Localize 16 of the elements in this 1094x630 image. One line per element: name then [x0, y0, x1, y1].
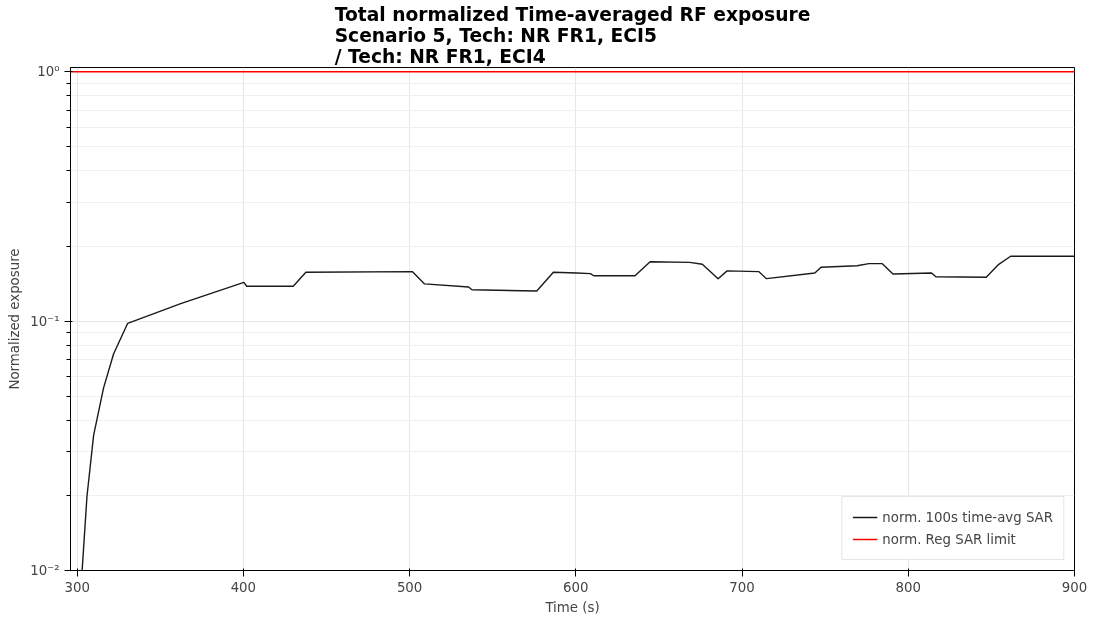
x-axis-title: Time (s): [544, 599, 600, 615]
line-series: [81, 255, 1075, 571]
x-tick-label: 600: [563, 579, 589, 595]
x-tick-label: 700: [729, 579, 755, 595]
chart-title: Total normalized Time-averaged RF exposure Scenario 5, Tech: NR FR1, ECI5 / Tech: NR FR1, ECI4: [334, 3, 811, 67]
x-tick-label: 400: [230, 579, 257, 595]
y-axis-title: Normalized exposure: [7, 248, 23, 390]
x-tick-label: 900: [1061, 579, 1088, 595]
x-tick-label: 800: [895, 579, 922, 595]
legend-label: norm. 100s time-avg SAR: [882, 509, 1053, 525]
y-tick-label: 10⁻²: [30, 563, 60, 578]
y-tick-label: 10⁰: [37, 64, 60, 80]
y-tick-label: 10⁻¹: [30, 313, 60, 329]
x-tick-label: 500: [396, 579, 423, 595]
x-tick-label: 300: [64, 579, 90, 595]
legend-label: norm. Reg SAR limit: [882, 531, 1016, 547]
